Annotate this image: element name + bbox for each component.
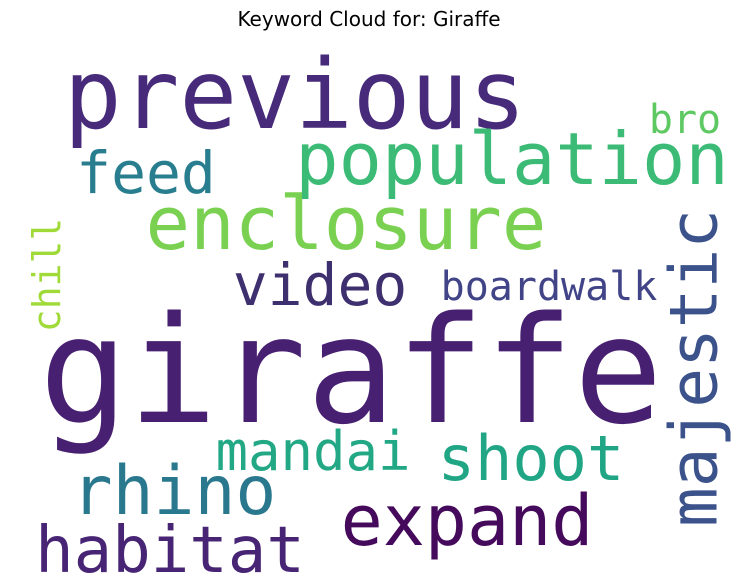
word-shoot: shoot <box>438 422 625 495</box>
word-previous: previous <box>64 39 526 151</box>
word-bro: bro <box>649 97 721 143</box>
word-chill: chill <box>25 218 69 332</box>
word-population: population <box>295 117 728 201</box>
chart-title: Keyword Cloud for: Giraffe <box>237 7 501 31</box>
word-rhino: rhino <box>72 452 277 531</box>
word-feed: feed <box>76 139 216 207</box>
word-majestic: majestic <box>656 209 733 527</box>
word-habitat: habitat <box>35 514 305 583</box>
word-mandai: mandai <box>215 420 410 483</box>
word-enclosure: enclosure <box>146 181 547 267</box>
word-expand: expand <box>341 480 594 562</box>
word-boardwalk: boardwalk <box>441 264 658 310</box>
word-giraffe: giraffe <box>39 285 663 457</box>
word-video: video <box>233 251 408 319</box>
